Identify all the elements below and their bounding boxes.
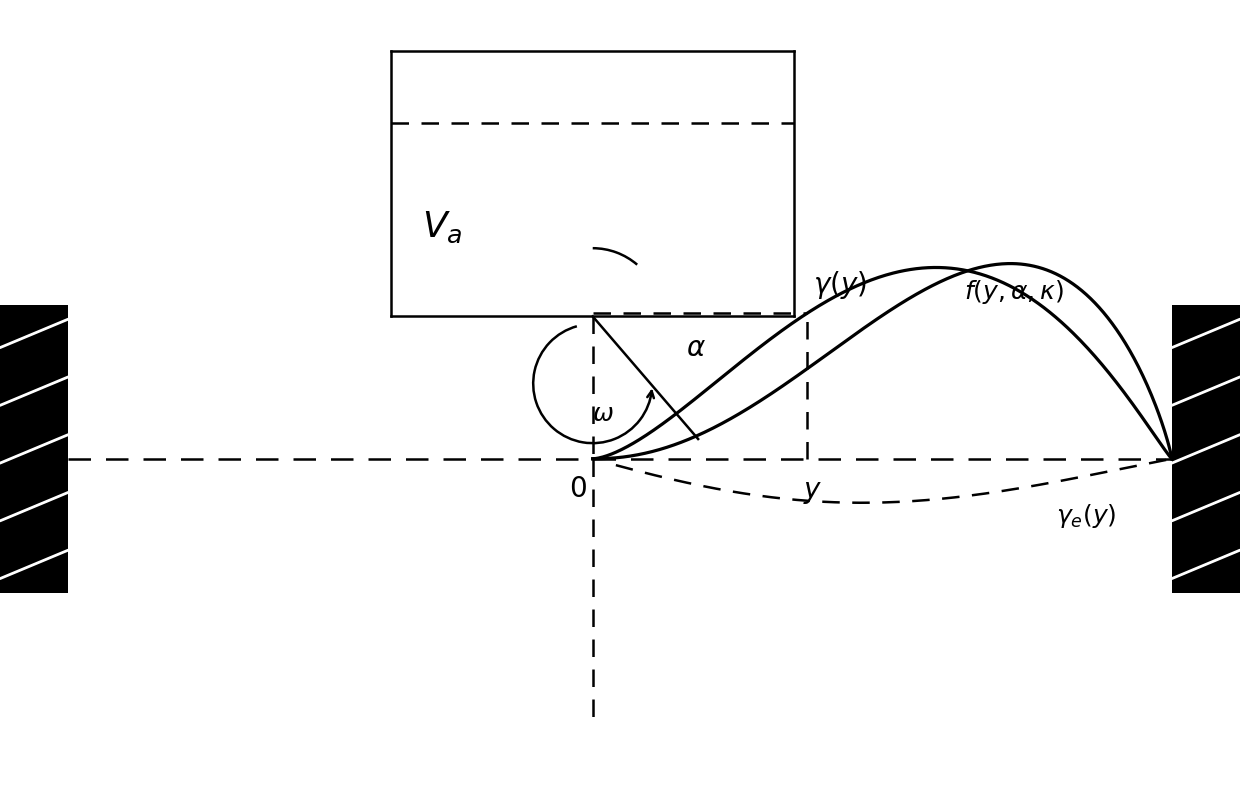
Text: $f(y,\alpha,\kappa)$: $f(y,\alpha,\kappa)$: [965, 278, 1064, 306]
Bar: [1172, 305, 1240, 593]
Text: $0$: $0$: [569, 476, 587, 503]
Bar: [0, 305, 68, 593]
Text: $V_a$: $V_a$: [422, 210, 463, 245]
Text: $\gamma(y)$: $\gamma(y)$: [813, 270, 867, 301]
Text: $y$: $y$: [804, 479, 823, 505]
Text: $\omega$: $\omega$: [591, 403, 614, 426]
Text: $\gamma_e(y)$: $\gamma_e(y)$: [1056, 501, 1116, 529]
Text: $\alpha$: $\alpha$: [686, 335, 706, 361]
